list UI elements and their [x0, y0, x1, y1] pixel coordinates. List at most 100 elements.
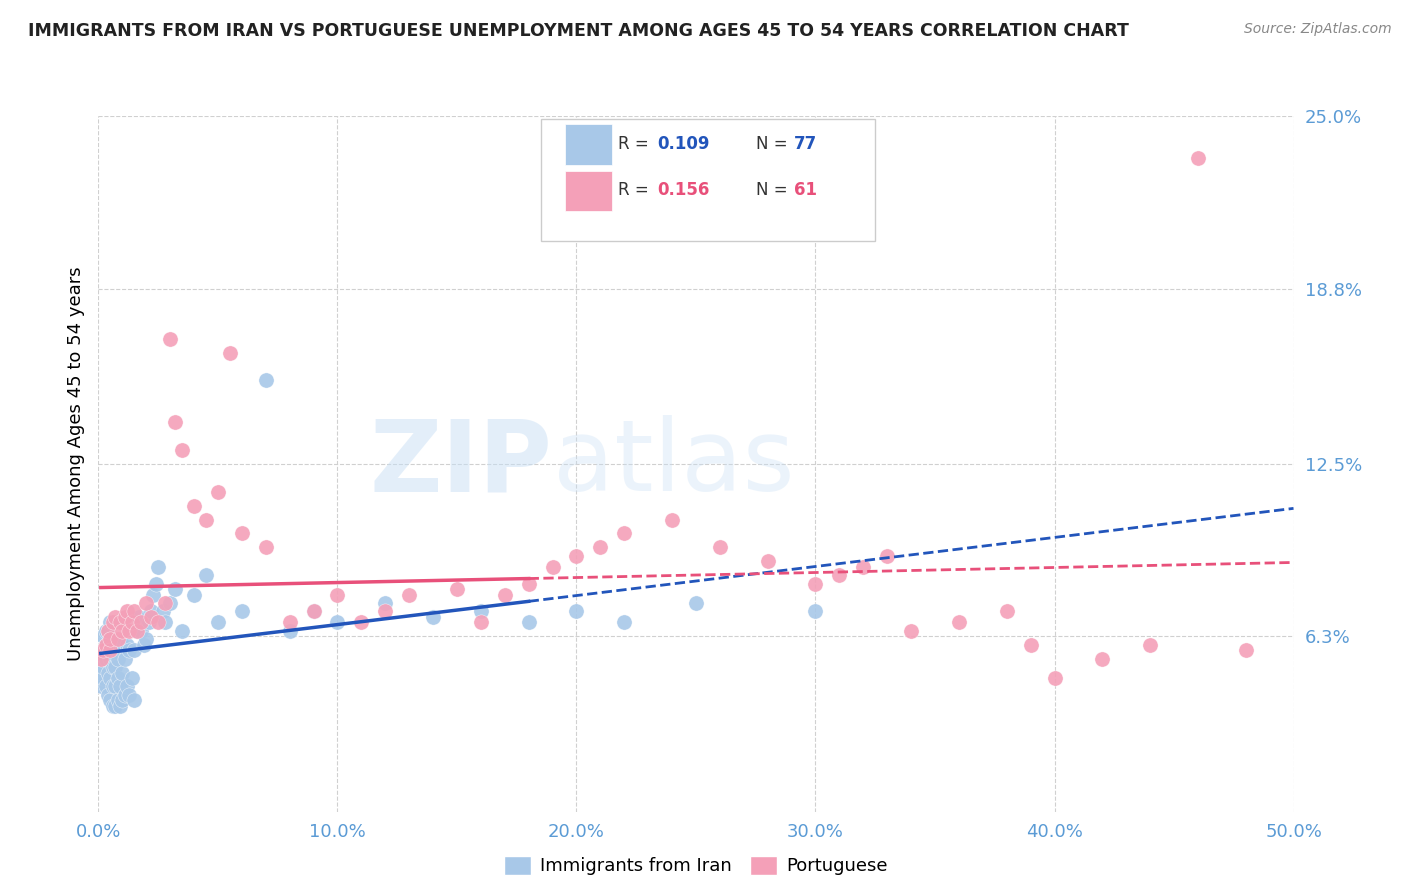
Point — [98, 651, 122, 665]
Text: 0.156: 0.156 — [658, 181, 710, 200]
Point — [374, 596, 396, 610]
Point — [219, 345, 242, 359]
Point — [90, 651, 112, 665]
Point — [125, 624, 148, 638]
Point — [97, 643, 120, 657]
Point — [131, 624, 153, 638]
Point — [135, 632, 157, 647]
Text: Source: ZipAtlas.com: Source: ZipAtlas.com — [1244, 22, 1392, 37]
FancyBboxPatch shape — [565, 171, 613, 211]
Point — [494, 588, 516, 602]
Point — [90, 665, 112, 680]
Point — [101, 680, 124, 694]
Text: atlas: atlas — [553, 416, 794, 512]
Point — [104, 680, 127, 694]
Point — [90, 680, 112, 694]
Point — [90, 651, 112, 665]
Point — [398, 588, 420, 602]
Point — [470, 604, 492, 618]
Point — [107, 651, 129, 665]
Point — [302, 604, 325, 618]
Point — [104, 660, 127, 674]
Point — [91, 660, 114, 674]
Point — [104, 638, 127, 652]
Point — [517, 576, 540, 591]
Point — [828, 568, 851, 582]
Point — [97, 665, 120, 680]
Point — [446, 582, 468, 596]
Point — [101, 698, 124, 713]
Point — [97, 688, 120, 702]
Point — [98, 615, 122, 630]
Point — [804, 604, 827, 618]
Point — [207, 484, 229, 499]
Point — [148, 559, 170, 574]
Point — [852, 559, 875, 574]
Point — [159, 332, 181, 346]
Point — [121, 671, 143, 685]
Point — [108, 638, 131, 652]
Point — [422, 610, 444, 624]
Point — [159, 596, 181, 610]
Point — [124, 604, 146, 618]
Point — [145, 576, 167, 591]
Point — [98, 632, 122, 647]
Point — [207, 615, 229, 630]
Point — [115, 638, 138, 652]
Point — [172, 624, 194, 638]
Point — [541, 559, 564, 574]
Point — [302, 604, 325, 618]
Point — [155, 596, 177, 610]
Text: IMMIGRANTS FROM IRAN VS PORTUGUESE UNEMPLOYMENT AMONG AGES 45 TO 54 YEARS CORREL: IMMIGRANTS FROM IRAN VS PORTUGUESE UNEMP… — [28, 22, 1129, 40]
Point — [231, 604, 253, 618]
Point — [121, 615, 143, 630]
Point — [1187, 151, 1209, 165]
Text: 0.109: 0.109 — [658, 135, 710, 153]
Point — [91, 629, 114, 643]
Text: N =: N = — [756, 135, 793, 153]
Point — [104, 610, 127, 624]
Point — [470, 615, 492, 630]
Point — [125, 624, 148, 638]
Point — [131, 615, 153, 630]
Point — [94, 680, 117, 694]
Text: R =: R = — [619, 181, 654, 200]
Point — [118, 643, 141, 657]
Point — [111, 693, 134, 707]
FancyBboxPatch shape — [565, 124, 613, 165]
Point — [326, 588, 349, 602]
Point — [350, 615, 373, 630]
Point — [97, 624, 120, 638]
Point — [91, 643, 114, 657]
Point — [94, 651, 117, 665]
Point — [91, 671, 114, 685]
Point — [613, 526, 636, 541]
Point — [709, 541, 731, 555]
Point — [900, 624, 922, 638]
Legend: Immigrants from Iran, Portuguese: Immigrants from Iran, Portuguese — [496, 849, 896, 883]
Point — [128, 610, 150, 624]
Point — [278, 615, 301, 630]
Point — [91, 643, 114, 657]
Point — [876, 549, 898, 563]
Point — [94, 638, 117, 652]
Point — [114, 651, 136, 665]
Point — [995, 604, 1018, 618]
Point — [278, 624, 301, 638]
Point — [138, 615, 160, 630]
Point — [374, 604, 396, 618]
Point — [97, 624, 120, 638]
Point — [1139, 638, 1161, 652]
Point — [111, 665, 134, 680]
Point — [1234, 643, 1257, 657]
Point — [948, 615, 970, 630]
Point — [183, 499, 205, 513]
Point — [114, 610, 136, 624]
FancyBboxPatch shape — [540, 120, 875, 241]
Y-axis label: Unemployment Among Ages 45 to 54 years: Unemployment Among Ages 45 to 54 years — [66, 267, 84, 661]
Point — [565, 604, 588, 618]
Point — [98, 693, 122, 707]
Point — [115, 604, 138, 618]
Point — [101, 660, 124, 674]
Point — [132, 638, 155, 652]
